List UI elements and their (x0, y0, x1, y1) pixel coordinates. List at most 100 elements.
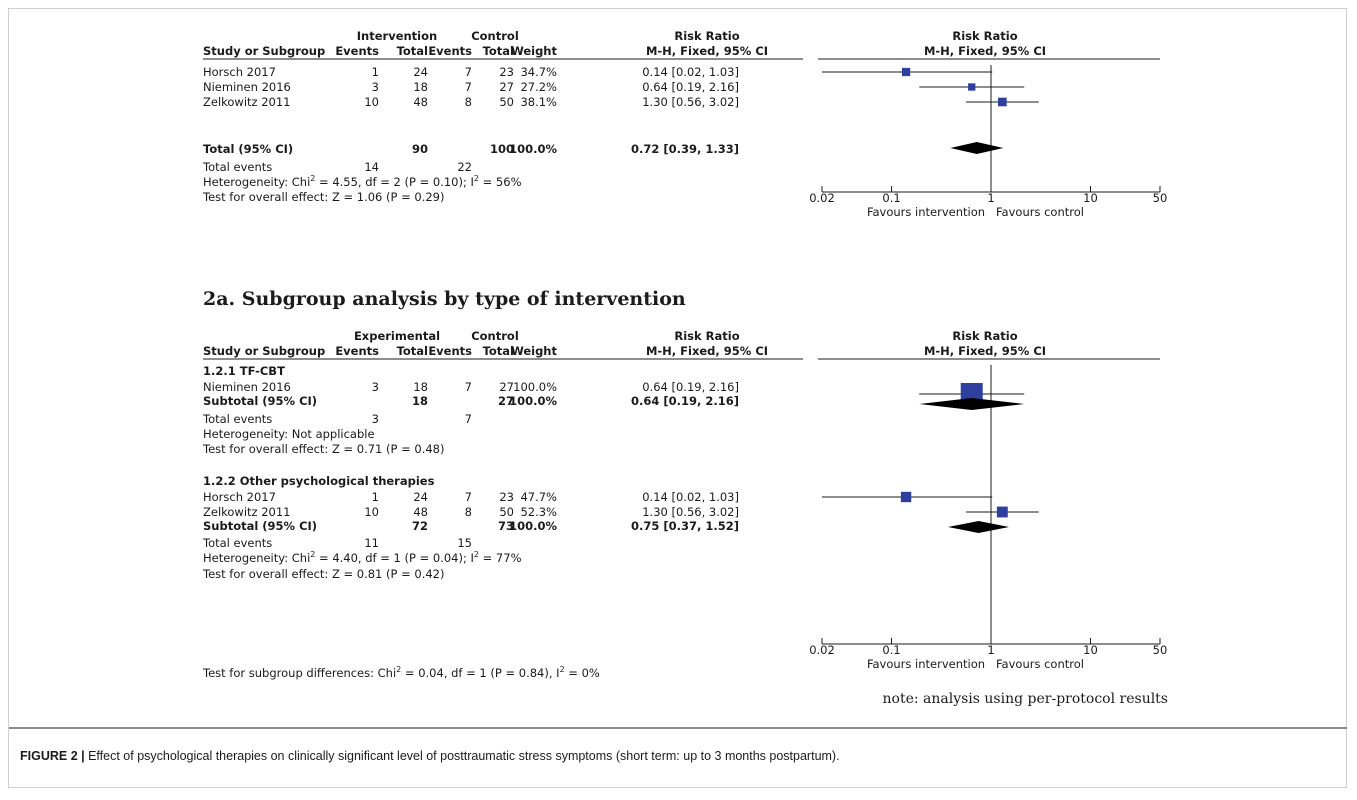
heterogeneity-text: Heterogeneity: Chi2 = 4.55, df = 2 (P = … (203, 174, 522, 189)
total-ci-label: Total (95% CI) (203, 142, 293, 156)
total-2: 23 (499, 65, 514, 79)
total-2: 50 (499, 505, 514, 519)
total-header: Total (483, 344, 514, 358)
events-1: 1 (372, 65, 379, 79)
events-2: 15 (457, 536, 472, 550)
study-name: Zelkowitz 2011 (203, 95, 291, 109)
group-2-label: Control (471, 329, 519, 343)
plot-method: M-H, Fixed, 95% CI (924, 44, 1046, 58)
weight-value: 38.1% (520, 95, 557, 109)
x-tick-label: 1 (987, 643, 994, 657)
effect-square (968, 83, 976, 91)
subtotal-ci-label: Subtotal (95% CI) (203, 394, 317, 408)
favours-left-label: Favours intervention (867, 205, 985, 219)
total-1: 48 (413, 505, 428, 519)
events-1: 10 (364, 505, 379, 519)
weight-value: 100.0% (509, 142, 557, 156)
x-tick-label: 0.02 (809, 643, 835, 657)
total-1: 18 (413, 80, 428, 94)
risk-ratio-ci: 0.64 [0.19, 2.16] (642, 380, 739, 394)
analysis-note: note: analysis using per-protocol result… (883, 691, 1169, 707)
total-1: 18 (412, 394, 428, 408)
total-2: 23 (499, 490, 514, 504)
group-1-label: Intervention (357, 29, 437, 43)
study-column-header: Study or Subgroup (203, 44, 325, 58)
risk-ratio-title: Risk Ratio (674, 29, 739, 43)
events-1: 1 (372, 490, 379, 504)
events-1: 10 (364, 95, 379, 109)
study-column-header: Study or Subgroup (203, 344, 325, 358)
risk-ratio-ci: 0.14 [0.02, 1.03] (642, 490, 739, 504)
total-2: 73 (498, 519, 514, 533)
pooled-diamond (950, 142, 1004, 154)
overall-effect-text: Test for overall effect: Z = 0.71 (P = 0… (202, 442, 445, 456)
x-tick-label: 1 (987, 191, 994, 205)
risk-ratio-ci: 0.64 [0.19, 2.16] (642, 80, 739, 94)
subgroup-differences-text: Test for subgroup differences: Chi2 = 0.… (202, 665, 600, 680)
events-2: 8 (465, 95, 472, 109)
risk-ratio-title: Risk Ratio (674, 329, 739, 343)
total-header: Total (483, 44, 514, 58)
total-events-label: Total events (202, 160, 272, 174)
heterogeneity-text: Heterogeneity: Chi2 = 4.40, df = 1 (P = … (203, 550, 522, 565)
effect-square (996, 506, 1008, 518)
weight-value: 100.0% (509, 519, 557, 533)
events-header: Events (335, 344, 379, 358)
x-tick-label: 50 (1153, 191, 1168, 205)
total-events-label: Total events (202, 412, 272, 426)
study-name: Horsch 2017 (203, 65, 276, 79)
total-header: Total (397, 44, 428, 58)
study-name: Nieminen 2016 (203, 380, 291, 394)
events-1: 3 (372, 412, 379, 426)
risk-ratio-ci: 1.30 [0.56, 3.02] (642, 95, 739, 109)
weight-value: 47.7% (520, 490, 557, 504)
risk-ratio-ci: 0.75 [0.37, 1.52] (631, 519, 739, 533)
events-2: 7 (465, 490, 472, 504)
section-title: 2a. Subgroup analysis by type of interve… (203, 288, 686, 310)
effect-square (901, 67, 911, 77)
events-2: 22 (457, 160, 472, 174)
study-name: Horsch 2017 (203, 490, 276, 504)
overall-effect-text: Test for overall effect: Z = 0.81 (P = 0… (202, 567, 445, 581)
total-2: 27 (498, 394, 514, 408)
x-tick-label: 50 (1153, 643, 1168, 657)
risk-ratio-ci: 0.14 [0.02, 1.03] (642, 65, 739, 79)
pooled-diamond (919, 398, 1025, 410)
risk-ratio-method: M-H, Fixed, 95% CI (646, 44, 768, 58)
figure-frame (8, 8, 1347, 788)
subtotal-ci-label: Subtotal (95% CI) (203, 519, 317, 533)
total-2: 100 (490, 142, 514, 156)
study-name: Zelkowitz 2011 (203, 505, 291, 519)
subgroup-label: 1.2.2 Other psychological therapies (203, 474, 435, 488)
favours-right-label: Favours control (996, 205, 1084, 219)
risk-ratio-ci: 0.64 [0.19, 2.16] (631, 394, 739, 408)
events-header: Events (428, 44, 472, 58)
events-1: 11 (364, 536, 379, 550)
weight-value: 100.0% (513, 380, 557, 394)
weight-value: 100.0% (509, 394, 557, 408)
total-header: Total (397, 344, 428, 358)
events-2: 8 (465, 505, 472, 519)
total-2: 27 (499, 80, 514, 94)
effect-square (900, 491, 912, 503)
total-1: 24 (413, 65, 428, 79)
events-2: 7 (465, 380, 472, 394)
group-1-label: Experimental (354, 329, 440, 343)
events-1: 3 (372, 380, 379, 394)
plot-title: Risk Ratio (952, 29, 1017, 43)
favours-left-label: Favours intervention (867, 657, 985, 671)
x-tick-label: 0.1 (882, 643, 900, 657)
events-header: Events (335, 44, 379, 58)
total-1: 72 (412, 519, 428, 533)
risk-ratio-ci: 0.72 [0.39, 1.33] (631, 142, 739, 156)
weight-value: 52.3% (520, 505, 557, 519)
figure-caption: FIGURE 2 | Effect of psychological thera… (20, 749, 840, 763)
events-1: 3 (372, 80, 379, 94)
x-tick-label: 0.02 (809, 191, 835, 205)
weight-value: 34.7% (520, 65, 557, 79)
risk-ratio-ci: 1.30 [0.56, 3.02] (642, 505, 739, 519)
plot-method: M-H, Fixed, 95% CI (924, 344, 1046, 358)
events-2: 7 (465, 80, 472, 94)
x-tick-label: 10 (1083, 191, 1098, 205)
